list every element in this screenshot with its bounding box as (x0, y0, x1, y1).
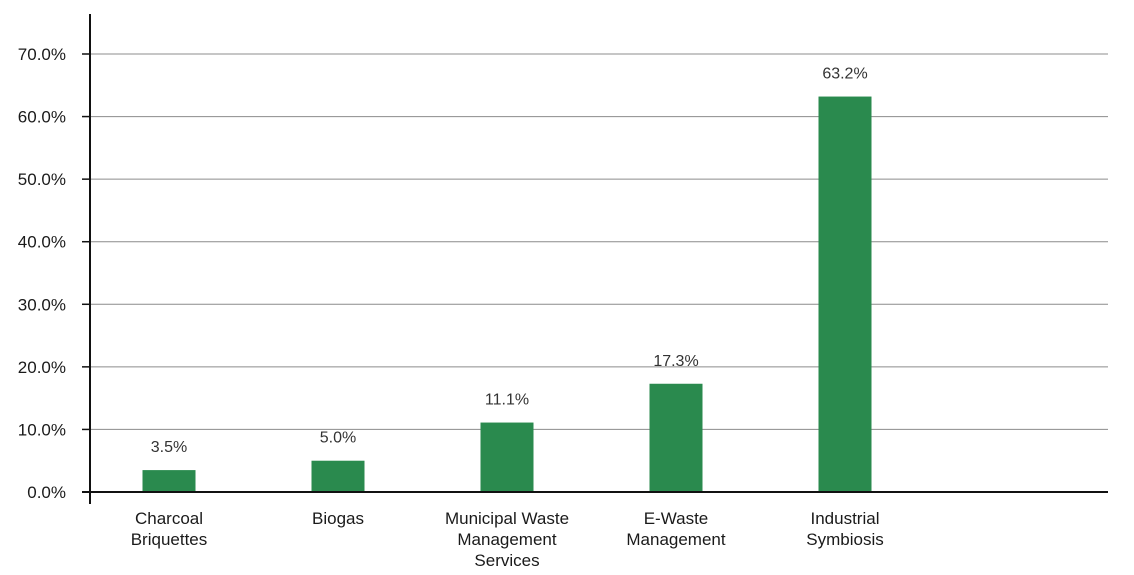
category-label: Municipal Waste Management Services (445, 509, 569, 570)
data-label: 11.1% (485, 392, 529, 409)
data-label: 3.5% (151, 439, 187, 456)
data-labels: 3.5% 5.0% 11.1% 17.3% 63.2% (151, 66, 868, 457)
bar (142, 470, 196, 492)
y-tick-label: 70.0% (18, 45, 66, 64)
bar (311, 460, 365, 492)
category-label: Industrial Symbiosis (806, 509, 883, 549)
y-tick-label: 40.0% (18, 233, 66, 252)
data-label: 63.2% (822, 66, 867, 83)
bar (818, 96, 872, 492)
data-label: 5.0% (320, 430, 356, 447)
category-label: Charcoal Briquettes (131, 509, 208, 549)
y-tick-label: 0.0% (27, 483, 66, 502)
y-tick-label: 30.0% (18, 295, 66, 314)
y-tick-label: 10.0% (18, 420, 66, 439)
bar (649, 383, 703, 492)
y-axis-ticks: 0.0% 10.0% 20.0% 30.0% 40.0% 50.0% 60.0% 70.0% (18, 45, 90, 502)
y-tick-label: 20.0% (18, 358, 66, 377)
category-labels: Charcoal Briquettes Biogas Municipal Waste M… (131, 509, 884, 570)
y-tick-label: 60.0% (18, 108, 66, 127)
y-tick-label: 50.0% (18, 170, 66, 189)
data-label: 17.3% (653, 353, 698, 370)
bar (480, 422, 534, 492)
bars (142, 96, 872, 492)
category-label: E-Waste Management (626, 509, 726, 549)
category-label: Biogas (312, 509, 364, 528)
gridlines (90, 53, 1108, 430)
